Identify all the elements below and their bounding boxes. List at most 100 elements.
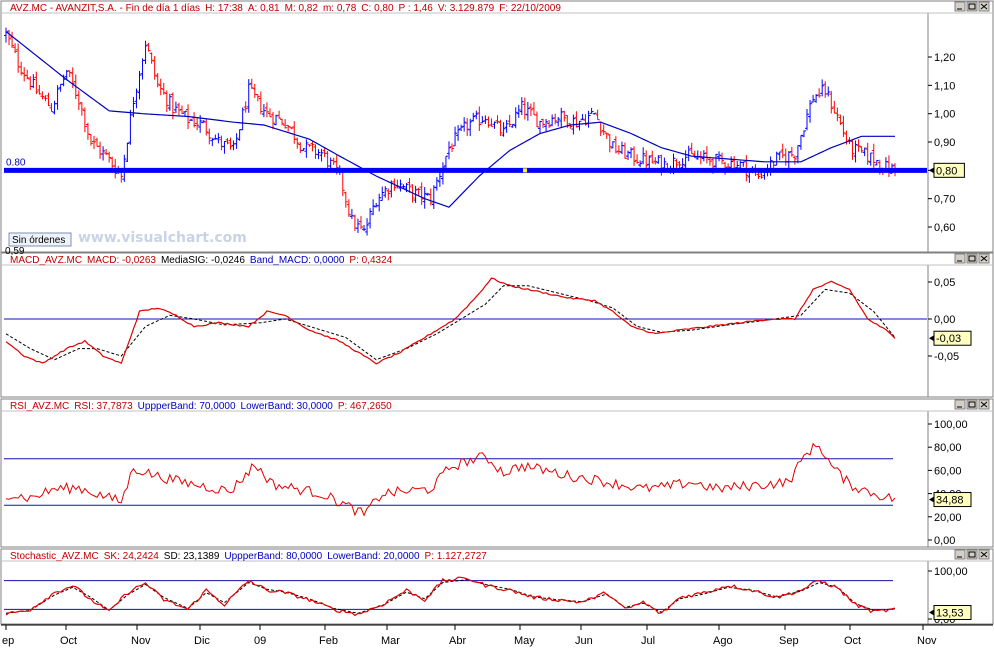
stoch-sk-line	[5, 576, 896, 617]
close-icon	[980, 255, 988, 262]
stoch-last-value: 13,53	[936, 608, 964, 620]
rsi-header-field: UppperBand: 70,0000	[138, 401, 236, 412]
price-header: AVZ.MC - AVANZIT,S.A. - Fin de día 1 día…	[10, 3, 561, 14]
price-last-value-box	[933, 162, 965, 178]
price-max-button[interactable]	[966, 1, 978, 12]
price-panel[interactable]	[0, 0, 994, 253]
macd-header-field: MediaSIG: -0,0246	[161, 255, 245, 266]
stoch-header-field: P: 1.127,2727	[425, 551, 488, 562]
time-tick-label: Oct	[844, 635, 861, 647]
rsi-last-value-pointer	[929, 496, 934, 503]
price-header-field: AVZ.MC - AVANZIT,S.A. - Fin de día 1 día…	[10, 3, 200, 14]
price-last-value-pointer	[929, 167, 934, 174]
rsi-line	[5, 442, 896, 517]
price-header-field: P : 1,46	[399, 3, 434, 14]
close-icon	[980, 551, 988, 558]
price-header-field: m: 0,78	[323, 3, 357, 14]
watermark: www.visualchart.com	[78, 230, 247, 246]
stoch-header-field: SD: 23,1389	[164, 551, 220, 562]
price-close-button[interactable]	[978, 1, 990, 12]
rsi-max-frame	[966, 399, 978, 410]
stoch-header: Stochastic_AVZ.MC SK: 24,2424 SD: 23,1389 U…	[10, 551, 487, 562]
price-tick-label: 0,90	[934, 137, 955, 149]
stoch-min-button[interactable]	[954, 549, 966, 560]
price-header-field: V: 3.129.879	[438, 3, 495, 14]
macd-max-frame	[966, 253, 978, 264]
macd-header-field: Band_MACD: 0,0000	[250, 255, 345, 266]
rsi-header-field: RSI: 37,7873	[74, 401, 133, 412]
maximize-icon	[968, 401, 976, 408]
time-tick-label: Ago	[713, 635, 733, 647]
sin-ordenes-button[interactable]: Sin órdenes	[8, 232, 72, 247]
moving-average-line	[5, 31, 895, 208]
price-header-field: C: 0,80	[361, 3, 394, 14]
stoch-header-field: UppperBand: 80,0000	[224, 551, 322, 562]
macd-last-value-box	[933, 330, 972, 346]
rsi-min-frame	[954, 399, 966, 410]
price-header-field: H: 17:38	[205, 3, 243, 14]
stoch-sd-line	[5, 579, 896, 614]
time-tick-label: Feb	[319, 635, 338, 647]
close-icon	[980, 401, 988, 408]
macd-last-value-pointer	[929, 335, 934, 342]
price-tick-label: 1,10	[934, 80, 955, 92]
time-tick-label: 09	[254, 635, 266, 647]
stoch-tick-label: 100,00	[934, 566, 968, 578]
stoch-close-button[interactable]	[978, 549, 990, 560]
rsi-min-button[interactable]	[954, 399, 966, 410]
stoch-last-value-pointer	[929, 609, 934, 616]
rsi-header-field: P: 467,2650	[338, 401, 392, 412]
rsi-tick-label: 0,00	[934, 535, 955, 547]
macd-last-value: -0,03	[936, 333, 961, 345]
rsi-last-value-box	[933, 492, 972, 508]
stoch-header-field: SK: 24,2424	[104, 551, 159, 562]
rsi-max-button[interactable]	[966, 399, 978, 410]
price-max-frame	[966, 1, 978, 12]
time-tick-label: Nov	[917, 635, 937, 647]
price-tick-label: 1,20	[934, 52, 955, 64]
time-tick-label: Jun	[575, 635, 593, 647]
stoch-header-field: Stochastic_AVZ.MC	[10, 551, 99, 562]
macd-signal-line	[5, 285, 896, 361]
price-header-field: F: 22/10/2009	[499, 3, 561, 14]
price-min-button[interactable]	[954, 1, 966, 12]
close-icon	[980, 3, 988, 10]
rsi-last-value: 34,88	[936, 495, 964, 507]
macd-header-field: MACD_AVZ.MC	[10, 255, 82, 266]
level-line-handle[interactable]	[523, 168, 527, 173]
rsi-header-field: LowerBand: 30,0000	[241, 401, 334, 412]
stoch-min-frame	[954, 549, 966, 560]
maximize-icon	[968, 3, 976, 10]
price-tick-label: 0,60	[934, 222, 955, 234]
maximize-icon	[968, 255, 976, 262]
macd-close-button[interactable]	[978, 253, 990, 264]
stoch-header-field: LowerBand: 20,0000	[327, 551, 420, 562]
time-tick-label: Dic	[194, 635, 210, 647]
time-tick-label: Oct	[60, 635, 77, 647]
macd-min-frame	[954, 253, 966, 264]
macd-panel[interactable]	[0, 252, 994, 398]
macd-header: MACD_AVZ.MC MACD: -0,0263 MediaSIG: -0,024…	[10, 255, 393, 266]
time-tick-label: May	[514, 635, 535, 647]
macd-header-field: MACD: -0,0263	[87, 255, 156, 266]
time-tick-label: Nov	[131, 635, 151, 647]
price-min-frame	[954, 1, 966, 12]
price-header-field: A: 0,81	[248, 3, 280, 14]
macd-min-button[interactable]	[954, 253, 966, 264]
time-tick-label: Mar	[381, 635, 400, 647]
macd-max-button[interactable]	[966, 253, 978, 264]
rsi-header: RSI_AVZ.MC RSI: 37,7873 UppperBand: 70,000…	[10, 401, 392, 412]
rsi-close-button[interactable]	[978, 399, 990, 410]
time-tick-label: Sep	[779, 635, 799, 647]
price-tick-label: 1,00	[934, 109, 955, 121]
rsi-header-field: RSI_AVZ.MC	[10, 401, 69, 412]
time-tick-label: Abr	[449, 635, 466, 647]
price-header-field: M: 0,82	[285, 3, 319, 14]
rsi-panel[interactable]	[0, 398, 994, 548]
rsi-tick-label: 20,00	[934, 512, 962, 524]
time-tick-label: ep	[2, 635, 14, 647]
rsi-tick-label: 60,00	[934, 465, 962, 477]
stoch-max-button[interactable]	[966, 549, 978, 560]
maximize-icon	[968, 551, 976, 558]
